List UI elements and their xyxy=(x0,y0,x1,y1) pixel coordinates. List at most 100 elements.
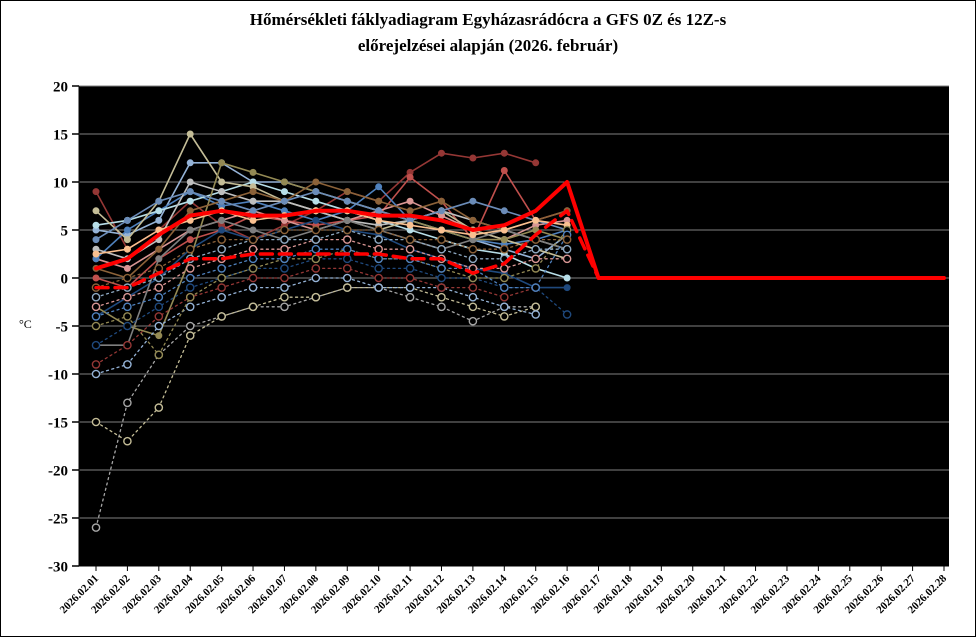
member-min-02-marker xyxy=(342,283,352,292)
member-min-01-marker xyxy=(123,398,132,408)
member-max-13-marker xyxy=(312,188,320,196)
member-min-05-marker xyxy=(123,321,132,331)
member-max-12-marker xyxy=(249,188,257,196)
member-max-03-marker xyxy=(406,197,414,205)
member-max-14-marker xyxy=(532,216,540,224)
member-min-02-marker xyxy=(123,436,132,446)
member-min-03-marker xyxy=(499,302,509,312)
member-max-14-marker xyxy=(469,231,477,239)
member-min-02-marker xyxy=(154,403,164,412)
member-min-09-marker xyxy=(437,244,446,254)
member-max-12-line xyxy=(95,181,568,279)
member-max-14-marker xyxy=(92,250,100,258)
member-max-13-marker xyxy=(249,207,257,215)
member-min-04-marker xyxy=(154,312,164,321)
member-min-10-marker xyxy=(248,235,258,244)
member-min-10-marker xyxy=(374,225,383,235)
member-min-08-marker xyxy=(342,235,352,244)
member-max-14-marker xyxy=(375,216,383,224)
member-max-12-marker xyxy=(406,207,414,215)
member-min-06-marker xyxy=(91,321,101,331)
member-min-04-marker xyxy=(311,264,321,273)
member-max-11-marker xyxy=(155,255,163,263)
member-max-14-marker xyxy=(123,245,131,253)
member-max-11-marker xyxy=(249,226,257,234)
member-min-08-marker xyxy=(374,244,383,254)
member-min-07-marker xyxy=(342,244,352,254)
member-min-03-marker xyxy=(531,310,541,319)
member-min-04-marker xyxy=(248,273,258,283)
member-min-08-marker xyxy=(562,254,572,264)
member-max-12-marker xyxy=(437,197,445,205)
mean-max-line-line xyxy=(94,180,946,280)
member-min-01-marker xyxy=(280,302,289,312)
member-max-02-marker xyxy=(92,274,100,282)
member-min-07-line xyxy=(95,234,568,318)
member-min-02-marker xyxy=(499,312,509,321)
member-min-10-marker xyxy=(123,273,132,283)
member-max-13-marker xyxy=(123,216,131,224)
y-tick-label: 20 xyxy=(53,79,68,95)
y-tick-label: -10 xyxy=(48,367,68,383)
member-max-01-marker xyxy=(469,154,477,162)
member-min-06-marker xyxy=(468,273,478,283)
member-min-10-marker xyxy=(468,244,478,254)
member-min-05-marker xyxy=(437,273,446,283)
member-min-09-marker xyxy=(468,254,478,264)
member-min-06-marker xyxy=(185,292,195,302)
member-min-07-marker xyxy=(531,283,541,292)
member-max-04-marker xyxy=(155,216,163,224)
y-tick-label: -5 xyxy=(56,319,69,335)
member-min-04-marker xyxy=(468,283,478,292)
member-min-07-marker xyxy=(280,254,289,264)
member-min-02-marker xyxy=(91,417,101,427)
member-min-03-marker xyxy=(217,292,226,302)
member-min-04-marker xyxy=(437,283,446,292)
member-max-13-marker xyxy=(469,197,477,205)
y-tick-label: 5 xyxy=(61,223,69,239)
member-min-07-marker xyxy=(499,283,509,292)
member-min-09-line xyxy=(95,229,568,298)
member-min-01-marker xyxy=(91,523,101,532)
member-min-08-marker xyxy=(154,283,164,292)
member-min-02-marker xyxy=(185,331,195,340)
member-min-09-marker xyxy=(217,244,226,254)
member-min-09-marker xyxy=(562,244,572,254)
member-min-03-marker xyxy=(154,321,164,331)
member-max-05-marker xyxy=(375,183,383,191)
member-min-06-marker xyxy=(154,350,164,360)
y-tick-label: -30 xyxy=(48,559,68,575)
member-max-06-marker xyxy=(218,226,226,234)
member-min-07-marker xyxy=(217,264,226,273)
member-max-10-marker xyxy=(186,178,194,186)
member-min-10-marker xyxy=(342,225,352,235)
member-min-07-marker xyxy=(91,312,101,321)
chart-title: Hőmérsékleti fáklyadiagram Egyházasrádóc… xyxy=(1,7,975,60)
member-min-02-marker xyxy=(280,292,289,302)
member-min-02-marker xyxy=(217,312,226,321)
member-max-03-marker xyxy=(123,264,131,272)
member-min-02-marker xyxy=(437,292,446,302)
member-max-06-marker xyxy=(563,284,571,292)
chart-title-line2: előrejelzései alapján (2026. február) xyxy=(357,36,619,56)
member-max-13-marker xyxy=(218,197,226,205)
member-min-03-marker xyxy=(185,302,195,312)
member-max-04-marker xyxy=(186,159,194,167)
member-min-04-marker xyxy=(217,283,226,292)
y-tick-label: -20 xyxy=(48,463,68,479)
member-max-10-marker xyxy=(249,197,257,205)
member-min-08-marker xyxy=(531,254,541,264)
member-max-13-marker xyxy=(155,197,163,205)
member-min-04-marker xyxy=(123,340,132,350)
member-min-03-marker xyxy=(311,273,321,283)
member-max-09-marker xyxy=(500,236,508,244)
member-min-03-marker xyxy=(248,283,258,292)
member-max-08-marker xyxy=(186,130,194,138)
member-min-04-line xyxy=(95,267,537,366)
member-min-02-marker xyxy=(311,292,321,302)
member-max-10-marker xyxy=(218,188,226,196)
member-max-02-marker xyxy=(406,173,414,181)
member-max-07-marker xyxy=(280,188,288,196)
member-max-14-marker xyxy=(406,221,414,229)
member-min-01-marker xyxy=(468,316,478,326)
